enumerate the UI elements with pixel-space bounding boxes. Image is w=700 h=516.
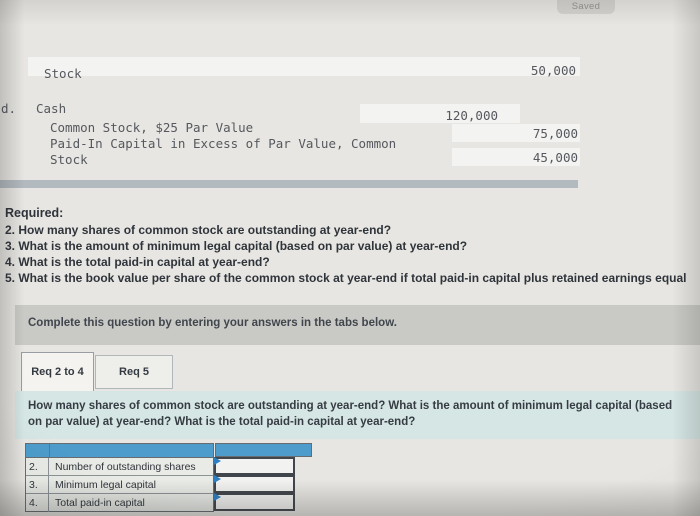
header-column-divider xyxy=(49,444,50,458)
journal-credit-amount: 75,000 xyxy=(532,126,578,141)
row-label: Minimum legal capital xyxy=(55,479,156,491)
row-highlight xyxy=(28,57,580,76)
table-row: 4. Total paid-in capital xyxy=(26,494,213,512)
table-row: 2. Number of outstanding shares xyxy=(26,458,213,476)
journal-account-cash: Cash xyxy=(36,101,67,116)
instruction-bar: Complete this question by entering your … xyxy=(15,305,700,345)
journal-account-wrap-line: Stock xyxy=(44,66,82,81)
answer-table: 2. Number of outstanding shares 3. Minim… xyxy=(25,443,214,512)
answer-input-outstanding-shares[interactable] xyxy=(216,462,293,476)
instruction-text: Complete this question by entering your … xyxy=(28,317,397,329)
row-label: Number of outstanding shares xyxy=(55,461,196,473)
required-item-3: 3. What is the amount of minimum legal c… xyxy=(5,239,468,253)
journal-entry-letter: d. xyxy=(1,101,17,116)
journal-credit-amount: 45,000 xyxy=(532,150,578,165)
required-item-2: 2. How many shares of common stock are o… xyxy=(5,223,392,237)
answer-marker-icon xyxy=(214,493,221,501)
required-heading: Required: xyxy=(5,206,64,220)
answer-input-minimum-legal-capital[interactable] xyxy=(216,480,293,494)
answer-marker-icon xyxy=(214,457,221,465)
journal-credit-amount: 50,000 xyxy=(530,63,576,78)
row-highlight xyxy=(452,124,580,142)
row-highlight xyxy=(360,104,520,123)
required-item-5: 5. What is the book value per share of t… xyxy=(5,271,687,285)
journal-debit-amount: 120,000 xyxy=(445,108,498,123)
table-row: 3. Minimum legal capital xyxy=(26,476,213,494)
required-item-4: 4. What is the total paid-in capital at … xyxy=(5,255,270,269)
answer-cell-total-paid-in-capital[interactable] xyxy=(214,493,295,512)
answer-marker-icon xyxy=(214,475,221,483)
tab-req-5[interactable]: Req 5 xyxy=(95,355,173,389)
journal-account-paid-in-capital: Paid-In Capital in Excess of Par Value, … xyxy=(50,136,397,167)
saved-status-badge: Saved xyxy=(557,0,615,14)
row-number: 2. xyxy=(26,458,49,475)
tab-req-2-to-4[interactable]: Req 2 to 4 xyxy=(21,352,94,391)
question-panel: How many shares of common stock are outs… xyxy=(15,391,700,439)
row-highlight xyxy=(452,148,580,166)
answer-cell-outstanding-shares[interactable] xyxy=(214,457,295,476)
journal-account-common-stock: Common Stock, $25 Par Value xyxy=(50,120,254,135)
row-number: 4. xyxy=(26,494,49,512)
row-number: 3. xyxy=(26,476,49,493)
section-divider xyxy=(0,180,578,188)
answer-table-header xyxy=(26,444,213,458)
answer-column-header xyxy=(215,443,312,457)
answer-cell-minimum-legal-capital[interactable] xyxy=(214,475,295,494)
question-text: How many shares of common stock are outs… xyxy=(28,400,673,428)
answer-input-total-paid-in-capital[interactable] xyxy=(216,498,293,512)
row-label: Total paid-in capital xyxy=(55,497,145,509)
